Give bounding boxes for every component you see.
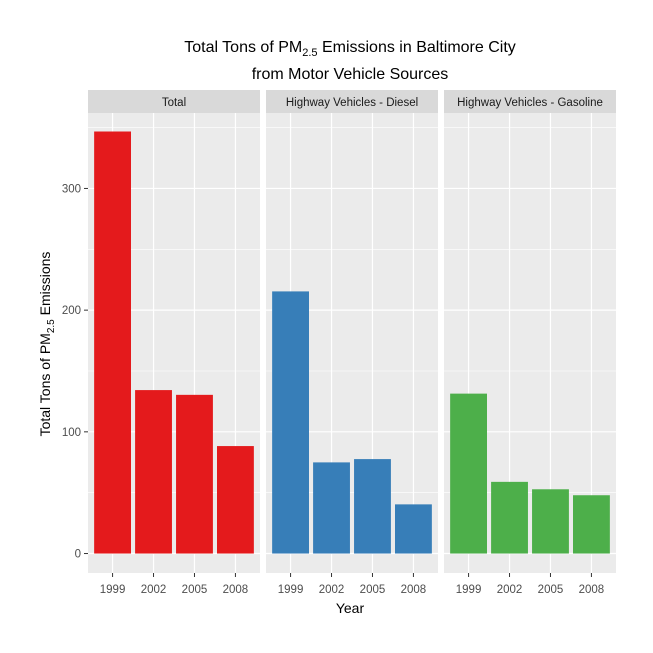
- facet-label-highway-vehicles-diesel: Highway Vehicles - Diesel: [286, 97, 418, 109]
- bar-total-2002: [135, 390, 172, 554]
- x-tick-label: 2002: [141, 584, 167, 596]
- y-tick-label: 0: [75, 549, 81, 561]
- x-tick-label: 1999: [456, 584, 482, 596]
- title-text-after: Emissions in Baltimore City: [318, 39, 516, 56]
- bar-highway-vehicles-gasoline-2005: [532, 489, 569, 554]
- ylabel-text-before: Total Tons of PM: [37, 333, 53, 436]
- y-tick-label: 200: [62, 305, 81, 317]
- ylabel-text-after: Emissions: [37, 252, 53, 320]
- y-tick-label: 300: [62, 183, 81, 195]
- bar-highway-vehicles-diesel-2002: [313, 462, 350, 554]
- facet-strip-highway-vehicles-gasoline: [444, 90, 616, 113]
- y-tick-label: 100: [62, 427, 81, 439]
- bar-total-2005: [176, 394, 213, 554]
- facet-label-total: Total: [162, 97, 186, 109]
- bar-highway-vehicles-gasoline-2002: [491, 481, 528, 554]
- bar-highway-vehicles-diesel-2008: [395, 504, 432, 554]
- x-tick-label: 2008: [579, 584, 605, 596]
- plot-area: Total 1999 2002 2005 2008 Highway Vehicles - …: [62, 90, 616, 596]
- bar-highway-vehicles-diesel-1999: [272, 291, 309, 554]
- bar-total-1999: [94, 131, 131, 554]
- bar-highway-vehicles-diesel-2005: [354, 459, 391, 554]
- x-tick-label: 2005: [182, 584, 208, 596]
- bar-highway-vehicles-gasoline-1999: [450, 393, 487, 554]
- x-tick-label: 2002: [319, 584, 345, 596]
- y-axis-title: Total Tons of PM2.5 Emissions: [37, 252, 57, 437]
- facet-strip-highway-vehicles-diesel: [266, 90, 438, 113]
- bar-total-2008: [217, 446, 254, 554]
- title-subscript: 2.5: [302, 47, 317, 59]
- x-tick-label: 2008: [223, 584, 249, 596]
- ylabel-subscript: 2.5: [46, 319, 57, 333]
- x-tick-label: 2002: [497, 584, 523, 596]
- x-tick-label: 1999: [100, 584, 126, 596]
- x-axis-title: Year: [336, 600, 365, 616]
- x-tick-label: 2005: [360, 584, 386, 596]
- chart-title-line-1: Total Tons of PM2.5 Emissions in Baltimo…: [184, 39, 516, 59]
- x-tick-label: 1999: [278, 584, 304, 596]
- title-text-before: Total Tons of PM: [184, 39, 302, 56]
- facet-label-highway-vehicles-gasoline: Highway Vehicles - Gasoline: [457, 97, 603, 109]
- x-tick-label: 2008: [401, 584, 427, 596]
- x-tick-label: 2005: [538, 584, 564, 596]
- chart-title-line-2: from Motor Vehicle Sources: [252, 66, 449, 83]
- facet-strip-total: [88, 90, 260, 113]
- bar-highway-vehicles-gasoline-2008: [573, 495, 610, 554]
